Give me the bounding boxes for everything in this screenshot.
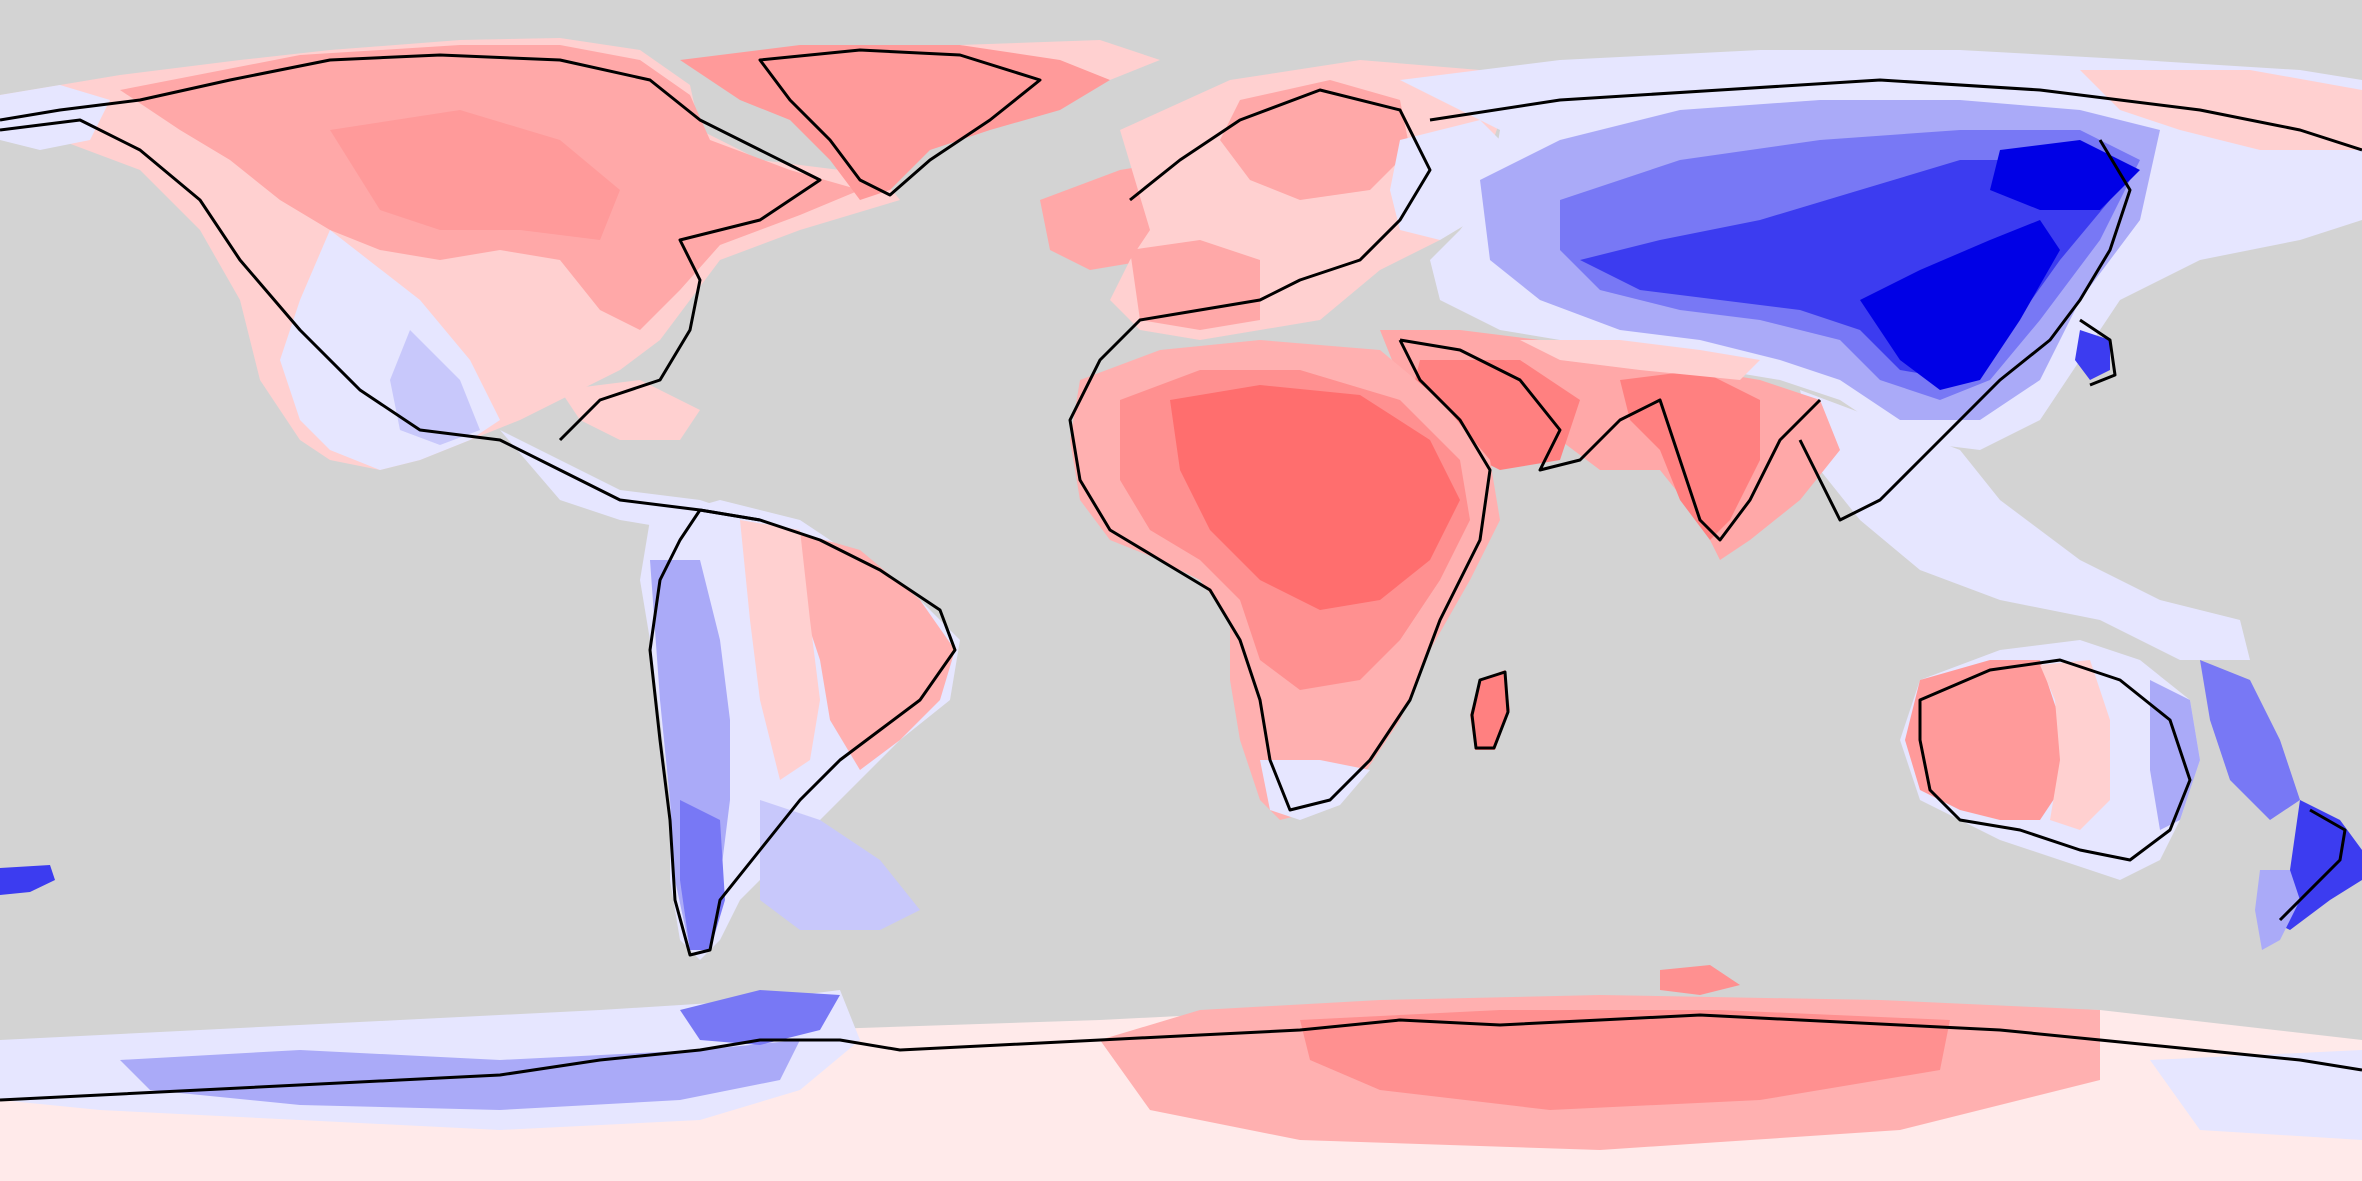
brazil-warm	[790, 530, 955, 770]
greenland-halo	[960, 40, 1160, 80]
ross-sea-warm	[1660, 965, 1740, 995]
southeast-asia	[1800, 390, 2250, 660]
australia-warm	[1905, 660, 2060, 820]
east-siberia-warm-fringe	[2080, 70, 2362, 150]
australia-region	[1900, 640, 2362, 950]
argentina-cool	[760, 800, 920, 930]
coastline-asia	[1429, 78, 2362, 522]
australia-east-cool	[2150, 680, 2200, 830]
europe-region	[1110, 60, 1520, 340]
south-america-region	[640, 500, 960, 960]
antarctica-edge-cool	[2150, 1050, 2362, 1140]
east-antarctica-warm-core	[1300, 1010, 1950, 1110]
coastline-greenland	[758, 48, 1042, 197]
brazil-warm-light	[740, 520, 820, 780]
australia-warm-light	[2040, 660, 2110, 830]
antarctica-region	[0, 965, 2362, 1181]
western-europe-warm	[1130, 240, 1260, 330]
greenland	[680, 45, 1110, 200]
pacific-cold-patch	[0, 865, 55, 895]
north-america-warm-core	[330, 110, 620, 240]
coastline-australia	[1918, 658, 2192, 862]
tibet-neutral	[1520, 340, 1760, 380]
alaska-cool-edge	[0, 85, 110, 150]
sahara-warm-core	[1170, 385, 1460, 610]
africa-region	[1070, 340, 1510, 820]
asia-cold-core	[1860, 220, 2060, 390]
patagonia-cold	[680, 800, 725, 950]
tasman-cold	[2200, 660, 2300, 820]
coastline-japan	[2079, 318, 2117, 387]
india-warm-core	[1620, 370, 1760, 540]
antarctic-peninsula	[680, 990, 840, 1045]
coastline-madagascar	[1470, 670, 1510, 750]
coastline-antarctica	[0, 1013, 2362, 1102]
japan-cold	[2075, 330, 2110, 380]
coastline-south-america	[648, 508, 957, 957]
coastline-arabia-india	[1399, 338, 1822, 542]
coastline-new-zealand	[2278, 808, 2347, 922]
new-zealand-halo	[2255, 870, 2300, 950]
north-america-cool-pocket	[390, 330, 480, 445]
siberia-cold-band	[1990, 140, 2140, 210]
caribbean-warm	[560, 380, 700, 440]
coastline-europe-africa	[1068, 88, 1492, 812]
north-america-region	[0, 38, 900, 540]
coastline-north-america	[0, 53, 822, 522]
coastlines	[0, 48, 2362, 1102]
